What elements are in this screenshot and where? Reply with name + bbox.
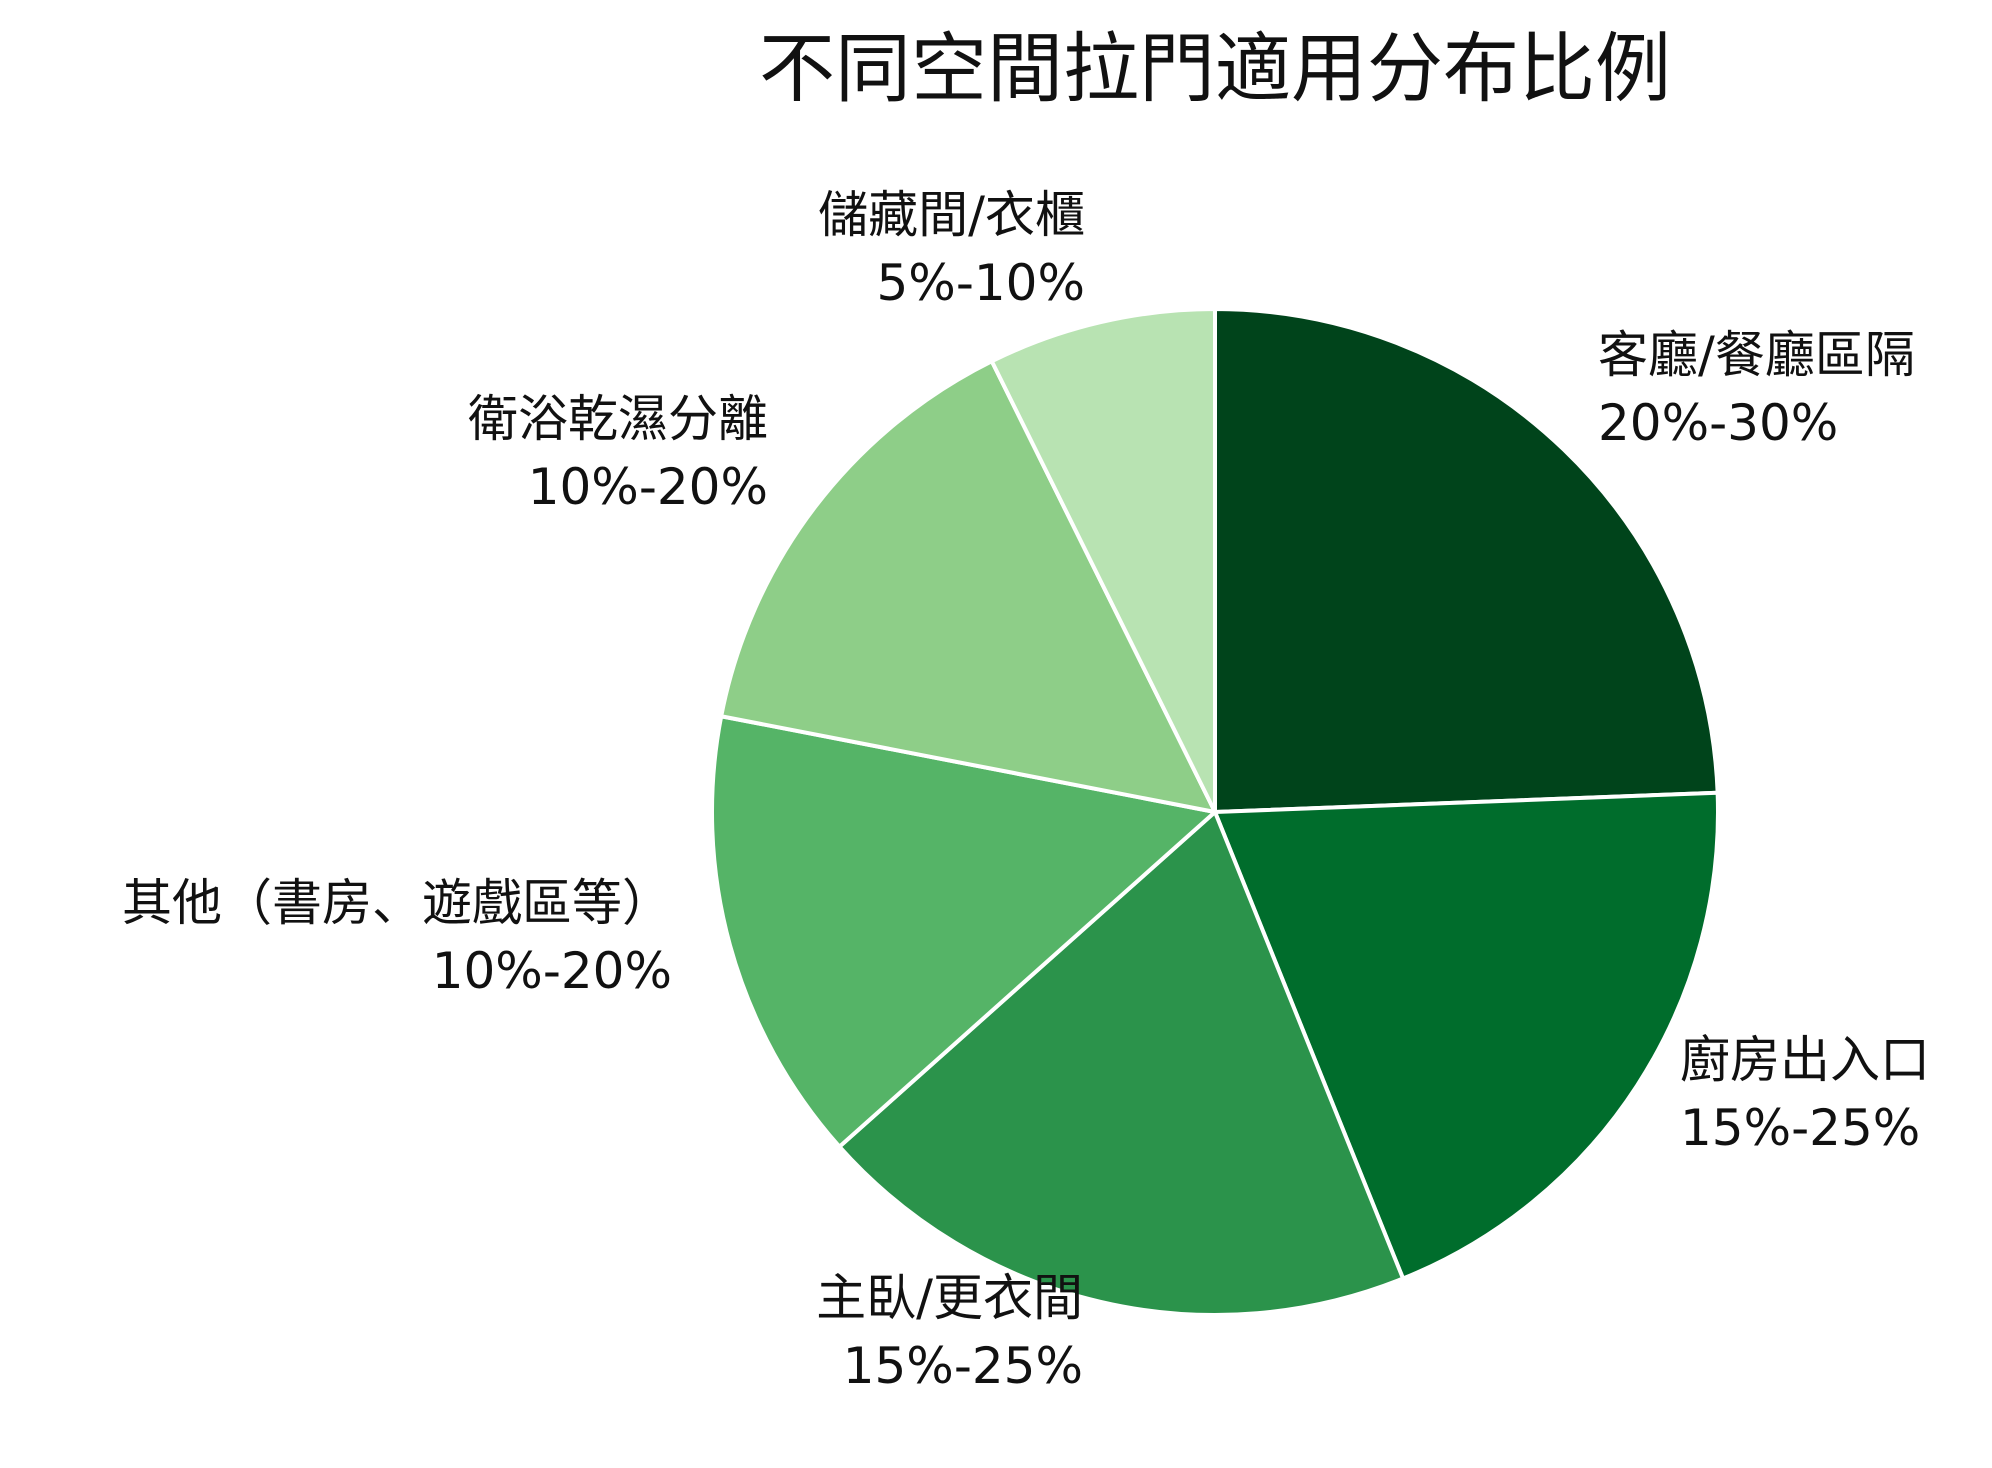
slice-label-name-0: 客廳/餐廳區隔 bbox=[1598, 326, 1915, 384]
chart-title: 不同空間拉門適用分布比例 bbox=[759, 24, 1671, 113]
slice-label-range-5: 5%-10% bbox=[877, 254, 1086, 312]
pie-slices bbox=[710, 307, 1720, 1317]
slice-label-name-5: 儲藏間/衣櫃 bbox=[818, 186, 1085, 244]
slice-label-name-3: 其他（書房、遊戲區等） bbox=[122, 874, 672, 932]
pie-slice-1 bbox=[1213, 790, 1720, 1281]
slice-label-range-1: 15%-25% bbox=[1680, 1099, 1920, 1157]
slice-label-range-0: 20%-30% bbox=[1598, 394, 1838, 452]
pie-slice-5 bbox=[989, 307, 1217, 814]
pie-slice-2 bbox=[837, 810, 1406, 1317]
slice-label-range-4: 10%-20% bbox=[528, 458, 768, 516]
slice-label-name-2: 主臥/更衣間 bbox=[816, 1269, 1083, 1327]
pie-slice-0 bbox=[1213, 307, 1720, 814]
pie-slice-3 bbox=[710, 714, 1217, 1149]
slice-label-name-1: 廚房出入口 bbox=[1680, 1031, 1930, 1089]
slice-label-range-3: 10%-20% bbox=[432, 942, 672, 1000]
pie-slice-4 bbox=[719, 359, 1217, 814]
slice-labels: 客廳/餐廳區隔 20%-30% 廚房出入口 15%-25% 主臥/更衣間 15%-25% 其… bbox=[122, 186, 1930, 1395]
slice-label-name-4: 衛浴乾濕分離 bbox=[468, 390, 768, 448]
slice-label-range-2: 15%-25% bbox=[843, 1337, 1083, 1395]
